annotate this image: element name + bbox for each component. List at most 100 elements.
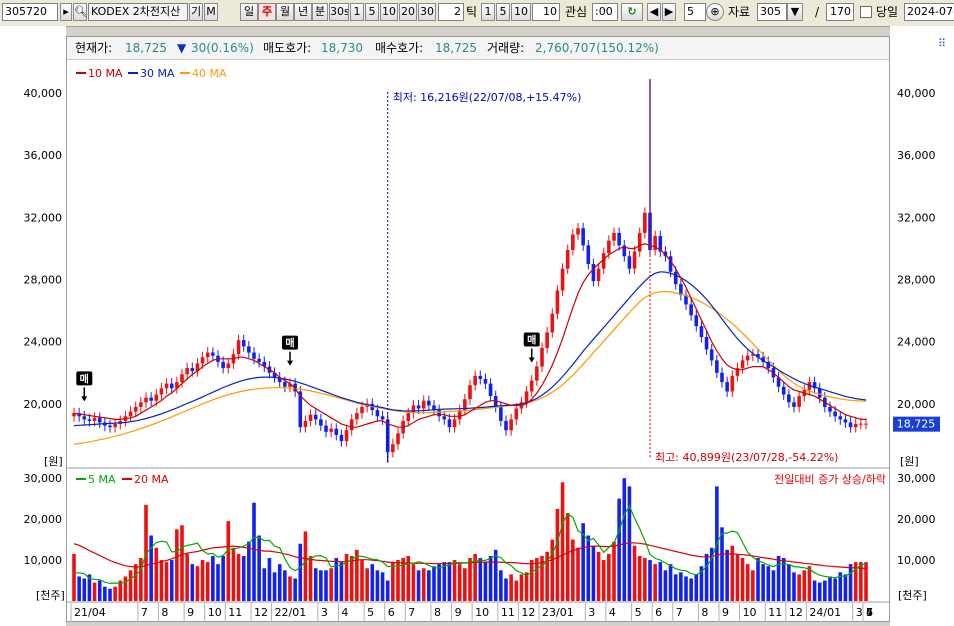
x-axis-label: 22/01	[275, 606, 307, 619]
prev-arrow-icon[interactable]: ◀	[647, 3, 661, 21]
candle-body	[781, 386, 786, 395]
minute-20-button[interactable]: 20	[399, 3, 417, 21]
candle-body	[607, 240, 611, 254]
volume-bar	[689, 578, 693, 601]
period-week-button[interactable]: 주	[258, 3, 276, 21]
separator-slash: /	[815, 5, 820, 19]
volume-bar	[514, 580, 519, 601]
candle-body	[478, 375, 483, 379]
volume-bar	[658, 562, 663, 601]
candle-body	[133, 406, 138, 412]
minute-value-button[interactable]: 30s	[329, 3, 349, 21]
chart-type-m-button[interactable]: M	[204, 3, 218, 21]
volume-bar	[257, 535, 261, 601]
volume-bar	[699, 566, 704, 601]
tick-5-button[interactable]: 5	[496, 3, 510, 21]
volume-bar	[185, 553, 189, 601]
volume-bar	[499, 570, 503, 601]
data-count-dropdown-icon[interactable]: ▼	[787, 3, 803, 21]
stock-code-field[interactable]: 305720	[2, 3, 58, 21]
legend-vma20: 20 MA	[134, 473, 169, 486]
code-dropdown-arrow-icon[interactable]: ▸	[60, 3, 72, 21]
period-day-button[interactable]: 일	[240, 3, 258, 21]
volume-bar	[416, 570, 421, 601]
x-axis-label: 12	[254, 606, 268, 619]
tick-10-button[interactable]: 10	[511, 3, 531, 21]
minute-10-button[interactable]: 10	[380, 3, 398, 21]
period-year-button[interactable]: 년	[294, 3, 312, 21]
volume-bar	[97, 580, 102, 601]
volume-bar	[190, 564, 195, 601]
volume-bar	[673, 574, 678, 601]
volume-bar	[154, 547, 159, 601]
volume-bar	[288, 576, 292, 601]
signal-arrow-head-icon	[528, 357, 535, 363]
next-arrow-icon[interactable]: ▶	[662, 3, 676, 21]
volume-bar	[720, 527, 724, 601]
volume-bar	[463, 568, 467, 601]
candle-body	[236, 340, 241, 355]
settings-grid-icon[interactable]: ⠿	[938, 37, 947, 50]
period-month-button[interactable]: 월	[276, 3, 294, 21]
volume-bar	[216, 564, 220, 601]
volume-bar	[684, 576, 688, 601]
volume-bar	[709, 547, 714, 601]
tick-count-field[interactable]: 10	[532, 3, 560, 21]
minute-1-button[interactable]: 1	[350, 3, 364, 21]
volume-bar	[776, 555, 781, 601]
x-axis-label: 8	[434, 606, 441, 619]
candle-body	[735, 368, 740, 376]
x-axis-label: 4	[609, 606, 616, 619]
volume-bar	[468, 558, 472, 601]
candle-body	[483, 378, 488, 384]
refresh-icon[interactable]: ↻	[621, 3, 643, 21]
volume-bar	[380, 572, 385, 601]
volume-bar	[555, 508, 560, 601]
volume-bar	[72, 553, 76, 601]
volume-bar	[781, 558, 786, 601]
candle-body	[828, 406, 832, 412]
candle-body	[529, 380, 534, 392]
volume-bar	[113, 586, 117, 601]
volume-bar	[391, 562, 395, 601]
watch-time-field[interactable]: :00	[592, 3, 618, 21]
volume-bar	[92, 582, 97, 601]
candle-body	[185, 368, 189, 375]
total-count-field[interactable]: 170	[826, 3, 854, 21]
candle-body	[355, 413, 359, 420]
data-count-field[interactable]: 305	[757, 3, 787, 21]
search-icon[interactable]: 🔍︎	[73, 3, 87, 21]
volume-bar	[617, 498, 621, 601]
candle-body	[555, 290, 560, 314]
period-minute-button[interactable]: 분	[312, 3, 328, 21]
date-field[interactable]: 2024-07-	[904, 3, 954, 21]
tick-1-button[interactable]: 1	[481, 3, 495, 21]
same-day-checkbox[interactable]	[860, 6, 872, 18]
volume-bar	[792, 572, 796, 601]
ask-price-label: 매도호가:	[263, 41, 312, 55]
x-axis-label: 8	[161, 606, 168, 619]
tick-value-field[interactable]: 2	[438, 3, 464, 21]
price-ytick-left: 28,000	[24, 274, 63, 287]
candle-body	[514, 408, 519, 420]
volume-bar	[139, 558, 143, 601]
x-axis-label: 7	[866, 606, 873, 619]
minute-30-button[interactable]: 30	[418, 3, 436, 21]
volume-bar	[663, 570, 668, 601]
minute-5-button[interactable]: 5	[365, 3, 379, 21]
step-value-field[interactable]: 5	[684, 3, 706, 21]
candle-body	[550, 313, 555, 333]
x-axis-label: 10	[208, 606, 222, 619]
volume-bar	[848, 564, 853, 601]
candle-body	[221, 361, 225, 369]
ma40-line	[73, 290, 867, 445]
volume-bar	[668, 564, 673, 601]
candle-body	[596, 268, 601, 282]
candle-body	[391, 444, 395, 453]
candle-body	[108, 425, 112, 428]
zoom-icon[interactable]: ⊕	[706, 3, 724, 21]
volume-note: 전일대비 증가 상승/하락	[774, 472, 886, 486]
volume-bar	[653, 564, 657, 601]
volume-bar	[452, 560, 457, 601]
chart-type-g-button[interactable]: 기	[189, 3, 203, 21]
